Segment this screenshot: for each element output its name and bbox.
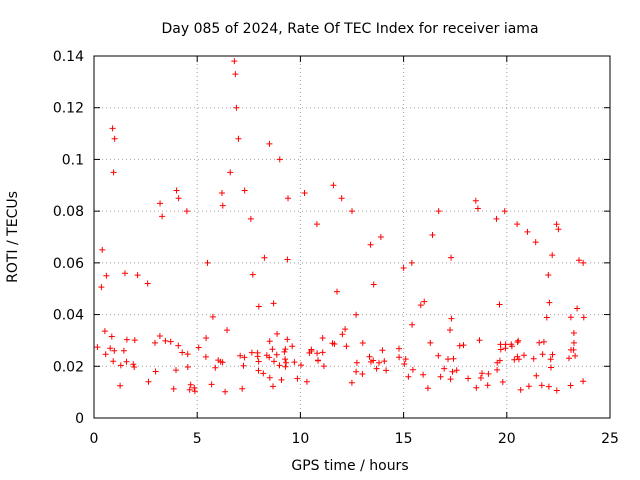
x-tick-label: 25 xyxy=(601,431,619,447)
roti-peak-point xyxy=(532,239,539,246)
roti-peak-point xyxy=(121,270,128,277)
roti-peak-point xyxy=(157,200,164,207)
roti-peak-point xyxy=(580,259,587,266)
y-tick-label: 0.1 xyxy=(62,152,84,168)
roti-peak-point xyxy=(232,71,239,78)
roti-peak-point xyxy=(313,221,320,228)
x-tick-label: 0 xyxy=(90,431,99,447)
roti-peak-point xyxy=(576,257,583,264)
y-tick-label: 0.06 xyxy=(53,256,84,272)
x-tick-label: 10 xyxy=(291,431,309,447)
roti-peak-point xyxy=(408,259,415,266)
y-axis-label: ROTI / TECUs xyxy=(5,191,21,283)
roti-peak-point xyxy=(227,169,234,176)
data-points xyxy=(94,58,587,395)
chart-title: Day 085 of 2024, Rate Of TEC Index for r… xyxy=(161,21,538,37)
y-tick-label: 0 xyxy=(75,411,84,427)
roti-peak-point xyxy=(99,246,106,253)
roti-peak-point xyxy=(183,208,190,215)
roti-peak-point xyxy=(247,215,254,222)
axis-ticks: 0 0.02 0.04 0.06 0.08 0.1 0.12 0.14 0 5 10 15 20 25 xyxy=(53,49,619,447)
roti-peak-point xyxy=(285,195,292,202)
roti-peak-point xyxy=(103,272,110,279)
roti-peak-point xyxy=(349,208,355,215)
plot-frame xyxy=(93,55,611,419)
roti-peak-point xyxy=(175,195,182,202)
roti-peak-point xyxy=(111,135,118,142)
roti-peak-point xyxy=(377,234,384,240)
roti-peak-point xyxy=(231,58,238,65)
roti-peak-point xyxy=(338,195,345,202)
roti-peak-point xyxy=(474,205,481,212)
roti-peak-point xyxy=(472,197,479,204)
x-axis-label: GPS time / hours xyxy=(291,458,408,474)
roti-peak-point xyxy=(218,190,225,197)
roti-point-cloud xyxy=(94,202,587,395)
x-tick-label: 5 xyxy=(193,431,202,447)
x-tick-label: 20 xyxy=(498,431,516,447)
roti-peak-point xyxy=(514,221,521,228)
roti-peak-point xyxy=(435,208,442,215)
roti-peak-point xyxy=(235,135,242,142)
roti-peak-point xyxy=(173,187,180,194)
roti-peak-point xyxy=(330,182,337,189)
roti-peak-point xyxy=(555,226,562,233)
y-tick-label: 0.04 xyxy=(53,308,84,324)
roti-peak-point xyxy=(241,187,248,194)
roti-peak-point xyxy=(448,254,455,261)
y-tick-label: 0.14 xyxy=(53,49,84,65)
roti-peak-point xyxy=(524,228,531,235)
roti-peak-point xyxy=(266,140,273,147)
roti-peak-point xyxy=(159,213,166,220)
roti-peak-point xyxy=(109,125,116,132)
x-tick-label: 15 xyxy=(395,431,413,447)
roti-peak-point xyxy=(501,208,508,215)
roti-peak-point xyxy=(301,190,308,197)
roti-peak-point xyxy=(110,169,117,176)
y-tick-label: 0.12 xyxy=(53,101,84,117)
roti-peak-point xyxy=(276,156,283,163)
roti-peak-point xyxy=(204,259,211,266)
roti-peak-point xyxy=(233,104,240,111)
roti-peak-point xyxy=(144,280,151,287)
roti-peak-point xyxy=(493,215,500,222)
roti-peak-point xyxy=(421,298,428,305)
roti-peak-point xyxy=(400,265,407,272)
roti-peak-point xyxy=(549,252,556,259)
grid-lines xyxy=(94,56,610,418)
y-tick-label: 0.08 xyxy=(53,204,84,220)
roti-peak-point xyxy=(367,241,374,248)
y-tick-label: 0.02 xyxy=(53,359,84,375)
